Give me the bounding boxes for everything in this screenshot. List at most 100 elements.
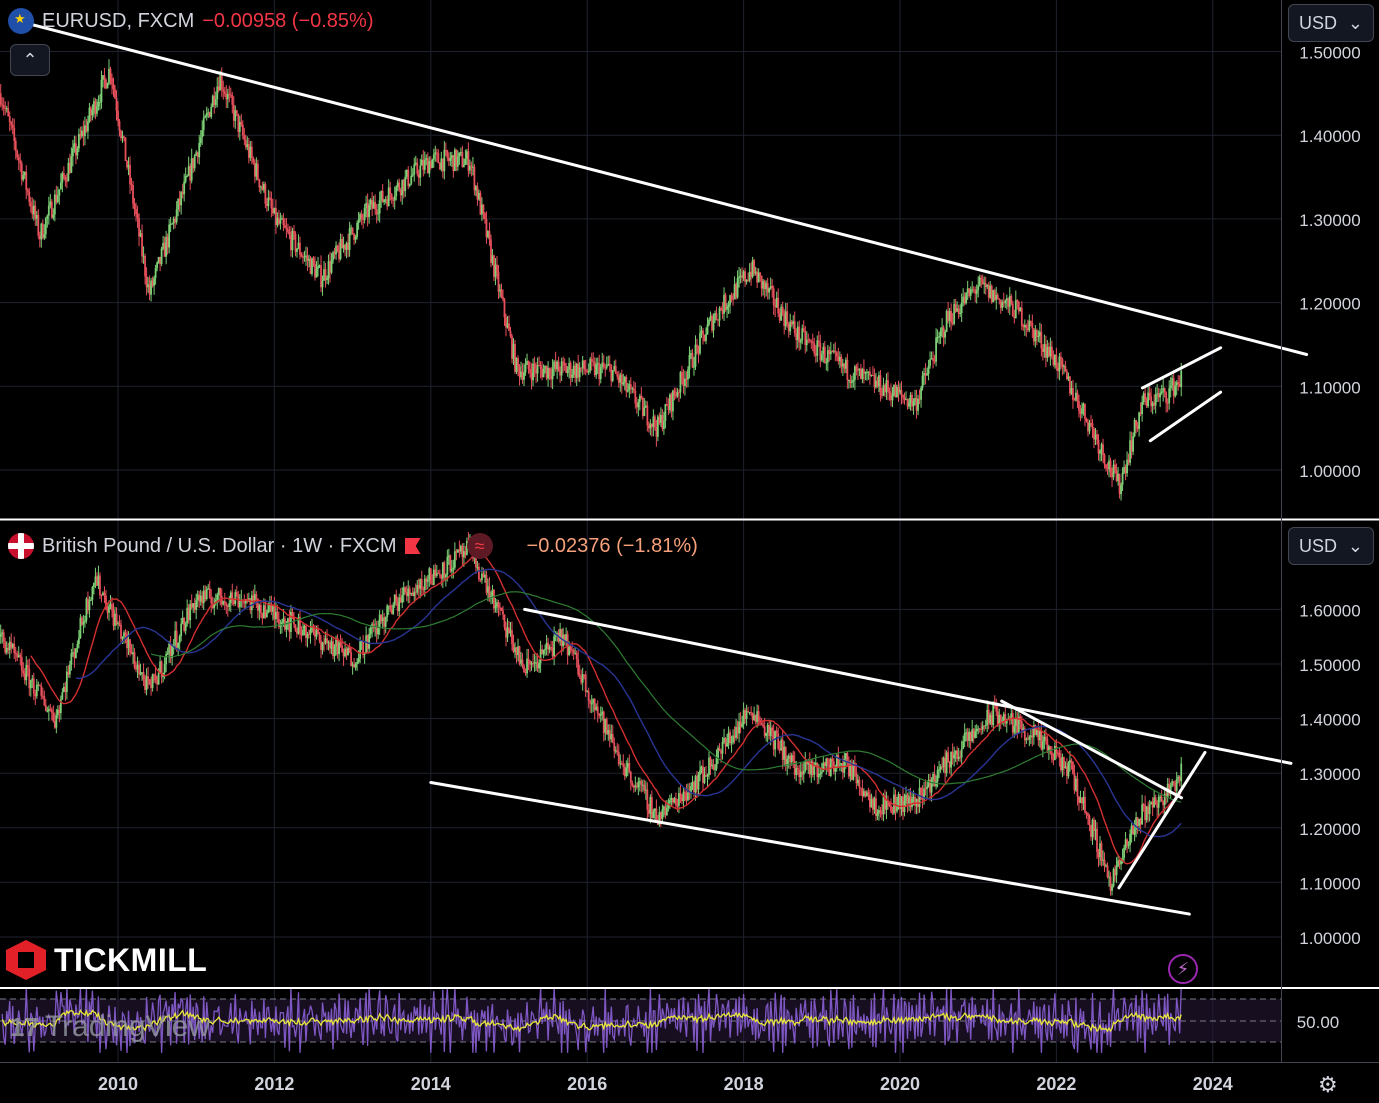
candle-body [852, 379, 855, 382]
candle-body [1109, 876, 1112, 891]
candle-body [911, 394, 913, 407]
candle-body [742, 710, 745, 725]
pane2-symbol[interactable]: British Pound / U.S. Dollar · 1W · FXCM [42, 534, 397, 557]
chevron-down-icon: ⌄ [1347, 12, 1363, 33]
candle-body [14, 652, 17, 654]
candle-body [456, 156, 459, 167]
moving-average-line [75, 568, 1182, 838]
candle-body [861, 369, 864, 380]
candle-body [595, 706, 598, 710]
candle-body [163, 242, 166, 257]
candle-body [192, 603, 195, 608]
candle-body [574, 653, 577, 655]
candle-body [1138, 818, 1141, 826]
candle-body [1124, 467, 1127, 474]
candle-body [320, 640, 322, 650]
candle-body [926, 373, 928, 376]
candle-body [330, 641, 333, 649]
candle-body [705, 334, 707, 342]
candle-body [589, 358, 592, 371]
candle-body [180, 191, 183, 206]
candle-body [989, 714, 992, 724]
candle-body [17, 157, 20, 161]
candle-body [945, 752, 948, 774]
candle-body [363, 207, 366, 220]
candle-body [1004, 714, 1007, 724]
candle-body [844, 359, 847, 369]
candle-body [220, 595, 223, 605]
candle-body [771, 286, 774, 289]
candle-body [189, 166, 192, 181]
candle-body [271, 606, 274, 612]
candle-body [91, 586, 94, 600]
candle-body [184, 176, 187, 182]
approx-icon[interactable]: ≈ [466, 533, 493, 559]
candle-body [841, 363, 844, 367]
candle-body [765, 283, 768, 290]
candle-body [978, 277, 981, 286]
candle-body [153, 674, 155, 676]
candle-body [655, 427, 658, 437]
candle-body [413, 164, 416, 175]
candle-body [905, 399, 907, 401]
candle-body [109, 68, 112, 79]
candle-body [996, 711, 999, 726]
candle-body [565, 634, 568, 642]
candle-body [23, 171, 26, 176]
candle-body [487, 586, 489, 593]
candle-body [1142, 393, 1145, 403]
candle-body [235, 110, 238, 114]
candle-body [841, 763, 844, 773]
candle-body [999, 714, 1002, 722]
candle-body [255, 594, 258, 599]
candle-body [202, 590, 205, 604]
gear-icon[interactable]: ⚙ [1318, 1072, 1338, 1097]
lightning-icon[interactable]: ⚡ [1168, 954, 1198, 984]
candle-body [882, 795, 885, 815]
candle-body [798, 326, 801, 343]
candle-body [1081, 408, 1083, 414]
candle-body [550, 376, 553, 380]
candle-body [1050, 346, 1053, 357]
candle-body [571, 374, 574, 378]
candle-body [482, 573, 485, 578]
flag-icon[interactable] [404, 538, 421, 554]
candle-body [25, 664, 28, 681]
candle-body [682, 791, 685, 802]
candle-body [828, 764, 831, 776]
candle-body [503, 614, 506, 628]
candle-body [801, 328, 804, 341]
candle-body [102, 592, 104, 596]
candle-body [120, 624, 122, 639]
candle-body [1106, 468, 1109, 470]
pane2-currency-select[interactable]: USD ⌄ [1288, 527, 1374, 565]
candle-body [217, 86, 220, 91]
candle-body [975, 290, 978, 294]
candle-body [532, 363, 534, 381]
candle-body [866, 792, 868, 797]
candle-body [1117, 473, 1119, 482]
candle-body [614, 750, 617, 752]
candle-body [673, 390, 676, 396]
tradingview-logo[interactable]: 17 TradingView [10, 1010, 210, 1044]
candle-body [303, 256, 306, 258]
candle-body [896, 387, 898, 398]
pane1-currency-select[interactable]: USD ⌄ [1288, 4, 1374, 42]
collapse-button[interactable]: ⌃ [10, 44, 50, 76]
candle-body [79, 617, 82, 639]
time-axis-label: 2012 [254, 1074, 294, 1094]
candle-body [502, 296, 504, 300]
candle-body [452, 155, 455, 172]
candle-body [557, 361, 560, 372]
candle-body [675, 395, 677, 397]
candle-body [407, 169, 410, 186]
candle-body [318, 265, 321, 267]
candle-body [1097, 851, 1100, 858]
candle-body [453, 149, 456, 172]
candle-body [729, 295, 731, 305]
candle-body [563, 634, 566, 642]
candle-body [1029, 735, 1032, 737]
candle-body [1005, 298, 1008, 301]
candle-body [208, 112, 211, 117]
pane1-symbol[interactable]: EURUSD, FXCM [42, 9, 195, 32]
